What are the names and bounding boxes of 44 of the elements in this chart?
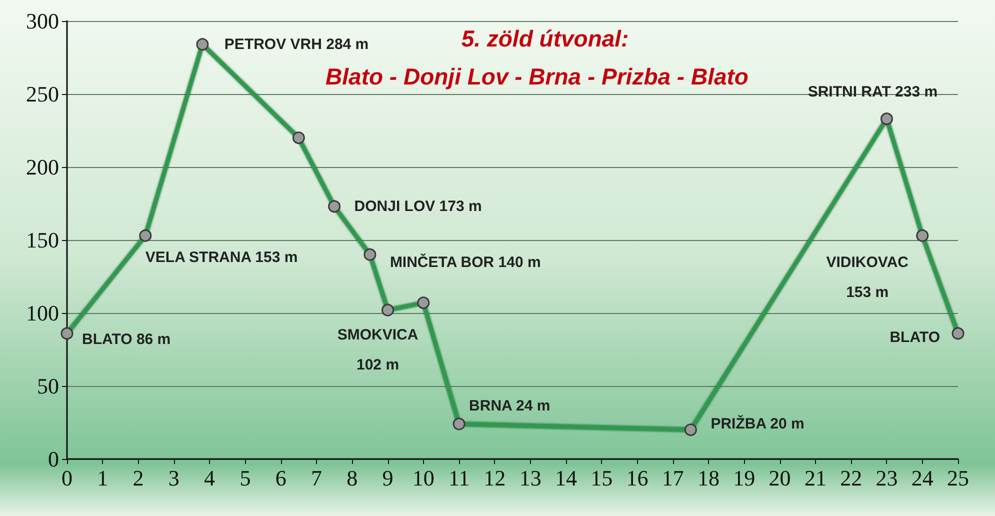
annotation: PRIŽBA 20 m	[710, 414, 804, 432]
y-tick-label: 50	[37, 374, 59, 398]
x-tick-label: 1	[97, 466, 108, 490]
y-tick-label: 250	[26, 82, 59, 106]
x-tick-label: 15	[590, 466, 613, 490]
x-tick-label: 9	[382, 466, 394, 490]
x-tick-label: 20	[768, 466, 791, 490]
annotation: BLATO	[890, 328, 940, 346]
text: Blato - Donji Lov - Brna - Prizba - Blato	[326, 64, 748, 90]
x-tick-label: 8	[346, 466, 358, 490]
y-tick-label: 300	[26, 8, 59, 34]
x-tick-label: 22	[840, 466, 862, 490]
x-tick-label: 6	[275, 466, 286, 490]
x-tick-label: 25	[947, 466, 969, 490]
x-tick-label: 11	[448, 466, 470, 490]
annotation: SMOKVICA 102 m	[337, 326, 418, 374]
annotation: VELA STRANA 153 m	[145, 249, 298, 266]
x-tick-label: 21	[804, 466, 826, 490]
y-tick-label: 150	[26, 228, 59, 252]
x-tick-label: 14	[554, 466, 577, 490]
chart-title: 5. zöld útvonal:	[461, 26, 629, 52]
annotation: PETROV VRH 284 m	[224, 36, 369, 53]
x-tick-label: 18	[698, 466, 720, 490]
y-tick-label: 0	[48, 446, 59, 472]
x-tick-label: 13	[519, 466, 542, 490]
x-tick-label: 2	[132, 466, 144, 490]
annotation: BLATO 86 m	[82, 330, 171, 348]
annotation: VIDIKOVAC 153 m	[826, 254, 909, 302]
x-tick-label: 5	[240, 466, 251, 490]
x-tick-label: 24	[911, 466, 934, 490]
x-tick-label: 12	[484, 466, 506, 490]
annotation: DONJI LOV 173 m	[354, 198, 482, 215]
x-tick-label: 10	[412, 466, 434, 490]
x-tick-label: 7	[310, 466, 322, 490]
x-tick-label: 19	[733, 466, 756, 490]
x-tick-label: 16	[626, 466, 648, 490]
x-tick-label: 4	[204, 466, 216, 490]
y-tick-label: 100	[26, 300, 59, 326]
x-tick-label: 17	[662, 466, 684, 490]
annotation: MINČETA BOR 140 m	[390, 253, 541, 272]
x-tick-label: 23	[876, 466, 898, 490]
y-tick-label: 200	[26, 154, 59, 180]
annotation: BRNA 24 m	[469, 397, 550, 414]
x-tick-label: 3	[168, 466, 180, 490]
